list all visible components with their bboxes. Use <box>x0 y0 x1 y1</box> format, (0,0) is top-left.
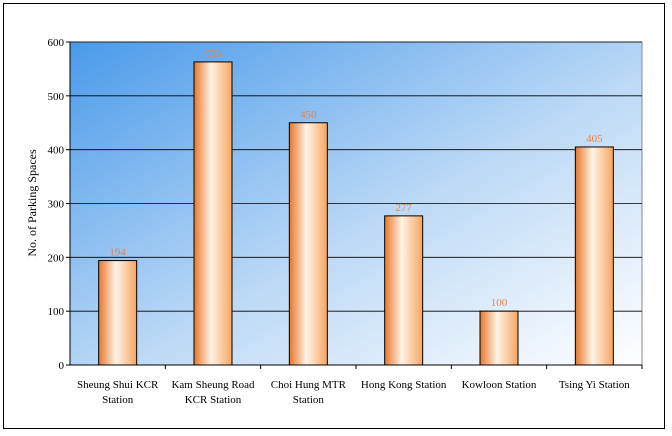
bar <box>98 260 138 366</box>
y-tick-label: 100 <box>48 306 65 318</box>
x-axis-labels: Sheung Shui KCR Station Kam Sheung Road KCR… <box>77 365 643 406</box>
y-tick-label: 200 <box>48 252 65 264</box>
data-label: 450 <box>300 109 317 121</box>
bar <box>574 146 614 366</box>
bar <box>193 61 233 366</box>
x-category-label: Kam Sheung Road <box>171 379 255 391</box>
bar <box>479 310 519 366</box>
x-category-label: Sheung Shui KCR <box>77 379 159 391</box>
y-tick-label: 600 <box>48 37 65 49</box>
x-category-label: KCR Station <box>185 394 242 406</box>
data-label: 194 <box>109 247 126 259</box>
data-labels: 194 563 450 277 100 405 <box>109 48 603 309</box>
y-tick-label: 300 <box>48 199 65 211</box>
data-label: 563 <box>205 48 222 60</box>
y-axis-title: No. of Parking Spaces <box>25 149 39 257</box>
x-category-label: Hong Kong Station <box>361 379 447 391</box>
x-category-label: Station <box>102 394 134 406</box>
bars <box>98 61 614 366</box>
y-axis-ticks: 0 100 200 300 400 500 600 <box>48 37 70 372</box>
y-tick-label: 0 <box>59 360 65 372</box>
bar <box>384 215 424 366</box>
y-tick-label: 500 <box>48 91 65 103</box>
gridlines <box>70 41 642 312</box>
y-tick-label: 400 <box>48 145 65 157</box>
x-category-label: Station <box>293 394 325 406</box>
data-label: 277 <box>395 202 412 214</box>
bar <box>288 122 328 366</box>
data-label: 100 <box>491 297 508 309</box>
x-category-label: Kowloon Station <box>462 379 537 391</box>
x-category-label: Choi Hung MTR <box>271 379 347 391</box>
x-category-label: Tsing Yi Station <box>559 379 630 391</box>
data-label: 405 <box>586 133 603 145</box>
